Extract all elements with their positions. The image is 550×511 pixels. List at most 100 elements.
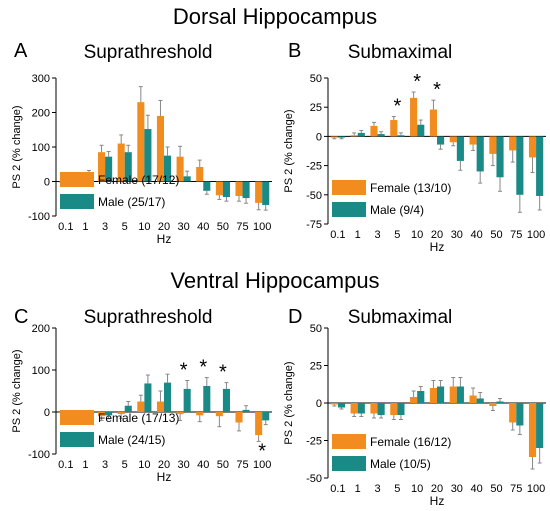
bar-male: [536, 136, 544, 196]
bar-female: [469, 136, 477, 145]
bar-female: [137, 401, 145, 412]
y-tick-label: 200: [32, 323, 50, 335]
bar-male: [337, 136, 346, 138]
x-tick-label: 75: [510, 229, 522, 241]
x-tick-label: 20: [158, 221, 170, 233]
x-tick-label: 1: [82, 459, 88, 471]
x-tick-label: 5: [394, 483, 400, 495]
y-axis-label: PS 2 (% change): [11, 349, 23, 432]
bar-male: [124, 405, 132, 412]
bar-female: [176, 156, 184, 182]
bar-female: [235, 181, 243, 196]
bar-female: [528, 403, 537, 457]
x-tick-label: 100: [253, 459, 271, 471]
legend-swatch-female: [60, 172, 94, 187]
x-tick-label: 40: [197, 459, 209, 471]
x-axis-label: Hz: [430, 240, 445, 254]
chart-panel-b: B Submaximal -75 -50 -25 0 25 50 PS 2 (% change)…: [283, 40, 546, 254]
legend-swatch-male: [332, 456, 366, 471]
x-tick-label: 50: [217, 221, 229, 233]
y-tick-label: 0: [44, 407, 50, 419]
x-tick-label: 5: [394, 229, 400, 241]
y-tick-label: -25: [306, 436, 322, 448]
bar-male: [417, 124, 425, 137]
bar-male: [516, 136, 524, 195]
y-tick-label: 0: [316, 398, 322, 410]
bar-male: [456, 136, 464, 161]
x-tick-label: 0.1: [58, 459, 73, 471]
x-tick-label: 5: [122, 459, 128, 471]
bar-female: [489, 403, 497, 406]
x-tick-label: 20: [158, 459, 170, 471]
bar-male: [437, 386, 445, 403]
x-tick-label: 3: [102, 459, 108, 471]
x-tick-label: 75: [510, 483, 522, 495]
y-tick-label: -25: [306, 161, 322, 173]
chart-title: Suprathreshold: [84, 42, 213, 63]
y-tick-label: -75: [306, 219, 322, 231]
legend-label-female: Female (16/12): [370, 435, 451, 449]
bar-male: [496, 136, 504, 178]
bar-male: [516, 403, 524, 426]
x-tick-label: 5: [122, 221, 128, 233]
y-tick-label: 25: [310, 102, 322, 114]
bar-male: [397, 135, 405, 137]
x-tick-label: 0.1: [58, 221, 73, 233]
bar-female: [117, 412, 125, 415]
bar-male: [357, 403, 365, 414]
bar-female: [235, 412, 243, 423]
bar-female: [429, 109, 437, 137]
x-tick-label: 50: [490, 483, 502, 495]
bar-female: [137, 102, 145, 182]
bar-female: [509, 403, 517, 423]
x-tick-label: 1: [82, 221, 88, 233]
legend-swatch-female: [332, 180, 366, 195]
bar-male: [203, 181, 211, 191]
bar-male: [476, 136, 484, 172]
x-tick-label: 40: [197, 221, 209, 233]
legend-swatch-female: [60, 410, 94, 425]
bar-male: [536, 403, 544, 448]
x-tick-label: 10: [138, 459, 150, 471]
panel-letter: B: [288, 40, 301, 62]
bar-male: [144, 383, 152, 412]
bar-male: [105, 412, 113, 416]
bar-female: [449, 386, 457, 403]
y-tick-label: -100: [28, 211, 50, 223]
legend-label-female: Female (13/10): [370, 181, 451, 195]
bar-female: [489, 136, 497, 154]
bar-female: [98, 152, 106, 182]
x-tick-label: 30: [178, 459, 190, 471]
legend-swatch-male: [332, 202, 366, 217]
bar-female: [330, 136, 338, 138]
bar-female: [429, 388, 437, 403]
x-tick-label: 40: [471, 229, 483, 241]
x-tick-label: 30: [178, 221, 190, 233]
bar-female: [528, 136, 537, 158]
panel-letter: D: [288, 306, 302, 328]
bar-female: [98, 412, 106, 417]
chart-panel-d: D Submaximal -50 -25 0 25 50 PS 2 (% change) 0.1…: [283, 306, 546, 508]
panel-letter: C: [14, 306, 28, 328]
bar-female: [176, 412, 184, 415]
x-tick-label: 100: [527, 229, 545, 241]
y-tick-label: 25: [310, 361, 322, 373]
bar-male: [417, 391, 425, 403]
y-tick-label: 0: [316, 131, 322, 143]
bar-female: [410, 397, 418, 403]
x-tick-label: 1: [355, 229, 361, 241]
bar-female: [196, 412, 204, 416]
significance-asterisk: *: [393, 96, 401, 118]
x-tick-label: 3: [102, 221, 108, 233]
bar-female: [350, 135, 358, 137]
legend-swatch-male: [60, 432, 94, 447]
x-tick-label: 10: [411, 483, 423, 495]
significance-asterisk: *: [258, 440, 266, 462]
y-tick-label: -100: [28, 449, 50, 461]
bar-female: [215, 181, 223, 196]
x-tick-label: 50: [217, 459, 229, 471]
bar-male: [222, 388, 230, 412]
x-tick-label: 100: [527, 483, 545, 495]
x-tick-label: 3: [374, 229, 380, 241]
